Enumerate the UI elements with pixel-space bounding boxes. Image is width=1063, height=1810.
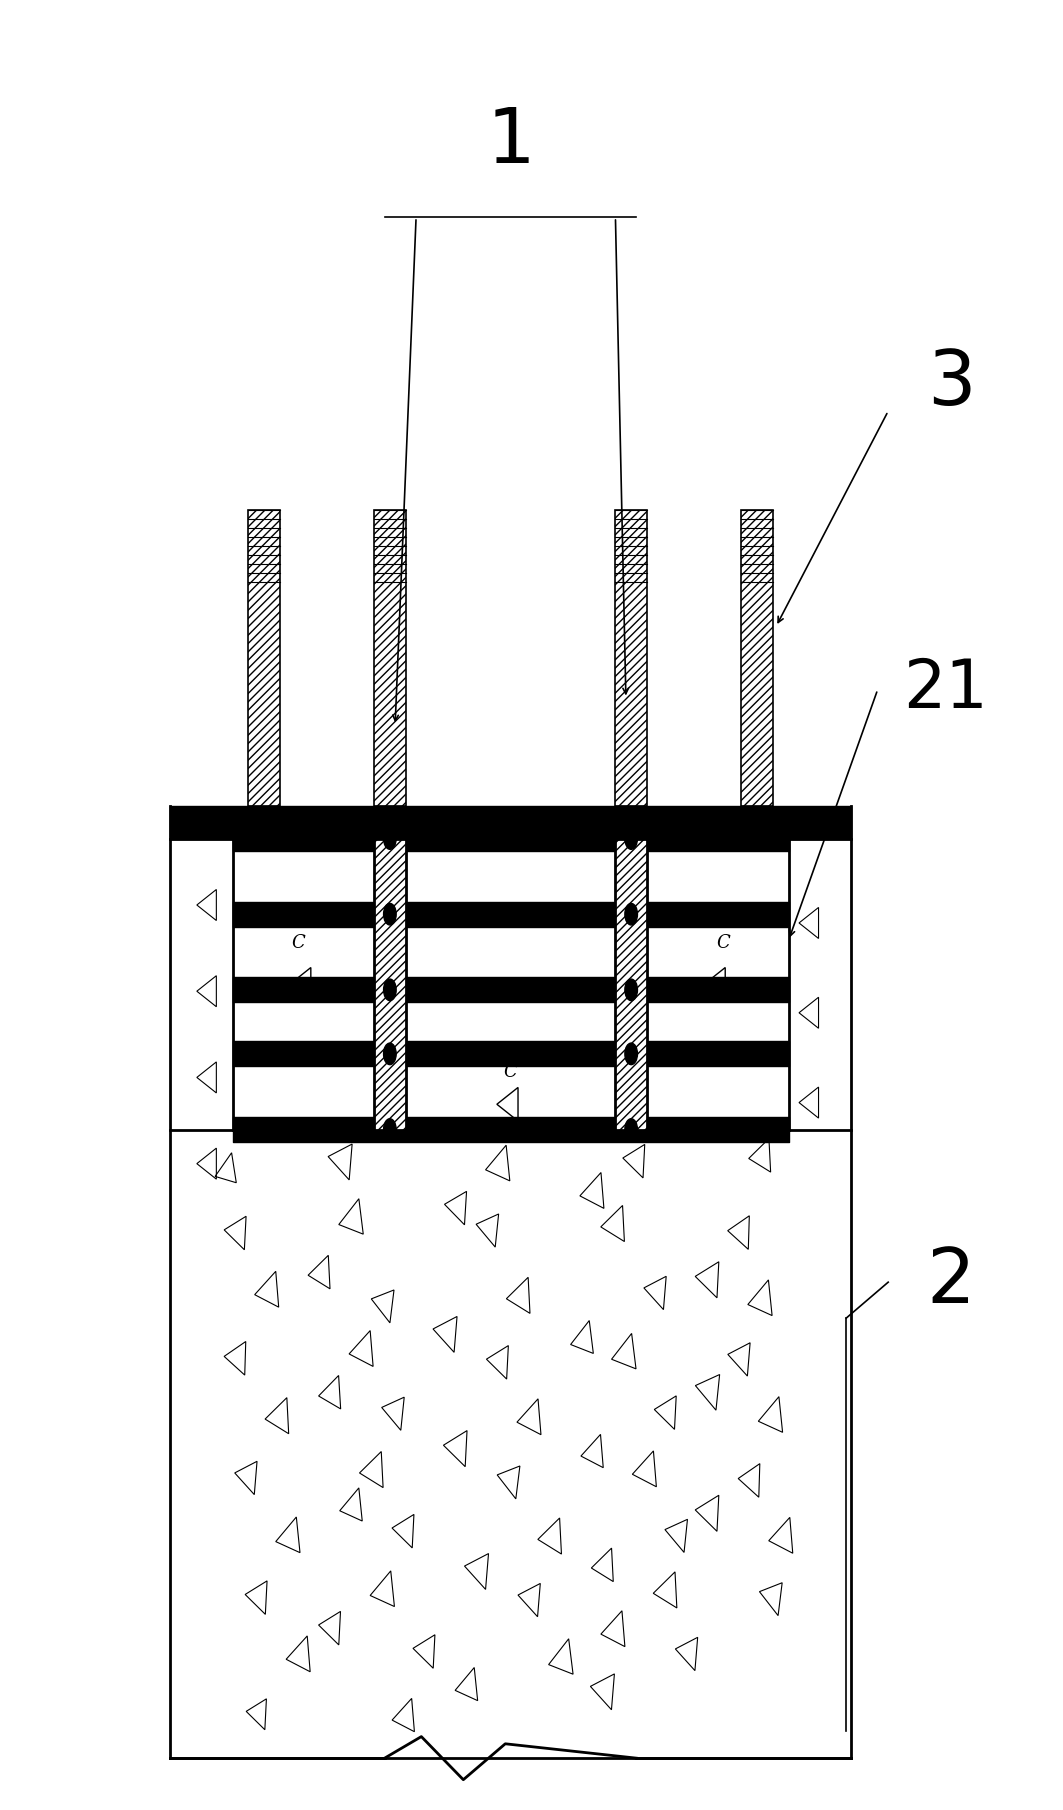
Bar [374, 838, 406, 1129]
Circle shape [625, 1119, 638, 1140]
Circle shape [384, 1119, 396, 1140]
Bar [374, 510, 406, 805]
Bar [249, 510, 280, 805]
Text: C: C [716, 934, 730, 952]
Bar [741, 510, 773, 805]
Circle shape [625, 979, 638, 1001]
Circle shape [384, 979, 396, 1001]
Bar [615, 838, 647, 1129]
Bar [615, 510, 647, 805]
Bar [615, 838, 647, 1129]
Bar [249, 510, 280, 805]
Text: 1: 1 [486, 105, 535, 179]
Circle shape [384, 827, 396, 849]
Bar [374, 838, 406, 1129]
Bar [615, 510, 647, 805]
Circle shape [384, 903, 396, 925]
Text: 2: 2 [927, 1245, 976, 1319]
Circle shape [625, 1043, 638, 1064]
Circle shape [384, 1043, 396, 1064]
Text: C: C [504, 1062, 518, 1081]
Text: 3: 3 [927, 348, 976, 422]
Text: 21: 21 [904, 657, 989, 722]
Circle shape [625, 903, 638, 925]
Bar [741, 510, 773, 805]
Text: C: C [291, 934, 305, 952]
Bar [374, 510, 406, 805]
Circle shape [625, 827, 638, 849]
